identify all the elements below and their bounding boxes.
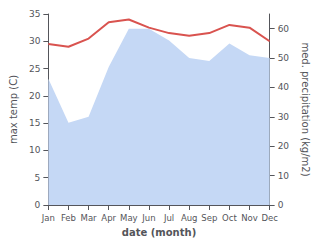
svg-text:25: 25 <box>29 64 40 74</box>
svg-text:10: 10 <box>29 145 41 155</box>
svg-text:40: 40 <box>278 82 290 92</box>
svg-text:Jan: Jan <box>41 213 55 223</box>
svg-text:Feb: Feb <box>61 213 76 223</box>
svg-text:Nov: Nov <box>241 213 258 223</box>
svg-text:30: 30 <box>278 112 290 122</box>
svg-text:May: May <box>120 213 138 223</box>
svg-text:30: 30 <box>29 36 41 46</box>
svg-text:20: 20 <box>29 91 41 101</box>
svg-text:10: 10 <box>278 171 290 181</box>
svg-text:5: 5 <box>35 173 41 183</box>
svg-text:60: 60 <box>278 24 290 34</box>
svg-text:15: 15 <box>29 118 40 128</box>
svg-text:0: 0 <box>35 200 41 210</box>
svg-text:20: 20 <box>278 141 290 151</box>
svg-text:Mar: Mar <box>81 213 98 223</box>
svg-text:35: 35 <box>29 9 40 19</box>
svg-text:Oct: Oct <box>222 213 237 223</box>
svg-text:Jun: Jun <box>141 213 155 223</box>
svg-text:max temp (C): max temp (C) <box>8 75 19 144</box>
svg-text:Aug: Aug <box>181 213 198 223</box>
svg-text:0: 0 <box>278 200 284 210</box>
svg-text:Jul: Jul <box>163 213 174 223</box>
svg-text:Dec: Dec <box>261 213 278 223</box>
svg-text:Sep: Sep <box>201 213 217 223</box>
svg-text:med. precipitation (kg/m2): med. precipitation (kg/m2) <box>300 42 311 176</box>
svg-text:Apr: Apr <box>101 213 116 223</box>
svg-text:date (month): date (month) <box>122 227 196 238</box>
svg-text:50: 50 <box>278 53 290 63</box>
